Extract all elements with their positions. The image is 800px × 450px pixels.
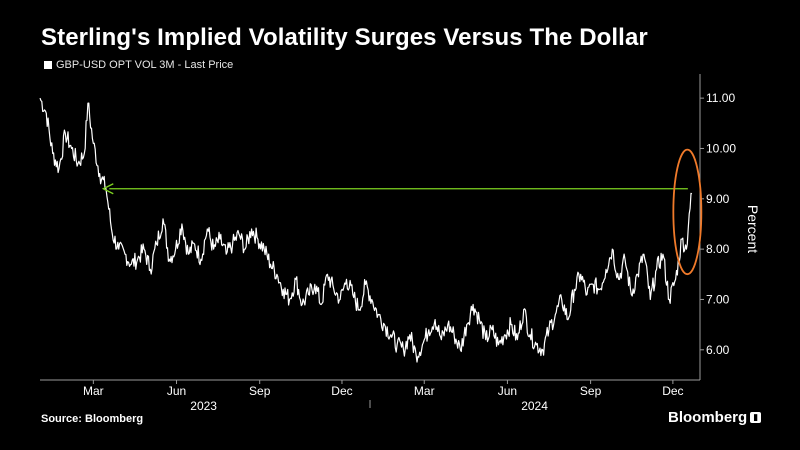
brand-text: Bloomberg (668, 409, 748, 426)
x-tick-label: Mar (83, 384, 104, 398)
x-tick-label: Jun (167, 384, 186, 398)
brand-logo: Bloomberg ▮ (668, 409, 762, 426)
x-tick-label: Jun (498, 384, 517, 398)
y-tick-label: 11.00 (706, 91, 735, 105)
y-axis-title: Percent (745, 205, 761, 253)
chart-title: Sterling's Implied Volatility Surges Ver… (41, 24, 648, 51)
highlight-ellipse (672, 148, 703, 276)
legend-label: GBP-USD OPT VOL 3M - Last Price (56, 59, 234, 71)
series-line (39, 97, 693, 363)
y-tick-label: 6.00 (706, 343, 730, 357)
y-tick-label: 10.00 (706, 141, 736, 155)
arrow-head (101, 183, 114, 195)
y-tick-label: 8.00 (706, 242, 730, 256)
legend-swatch (44, 61, 52, 69)
x-tick-label: Sep (249, 384, 271, 398)
chart-bars-icon: ▮ (750, 412, 762, 423)
y-tick-label: 9.00 (706, 192, 730, 206)
year-label: 2024 (521, 399, 548, 413)
source-note: Source: Bloomberg (41, 413, 144, 425)
x-tick-label: Mar (414, 384, 435, 398)
legend: GBP-USD OPT VOL 3M - Last Price (44, 59, 233, 71)
year-label: 2023 (190, 399, 217, 413)
x-tick-label: Sep (580, 384, 602, 398)
x-tick-label: Dec (662, 384, 683, 398)
x-tick-label: Dec (331, 384, 352, 398)
y-tick-label: 7.00 (706, 292, 730, 306)
